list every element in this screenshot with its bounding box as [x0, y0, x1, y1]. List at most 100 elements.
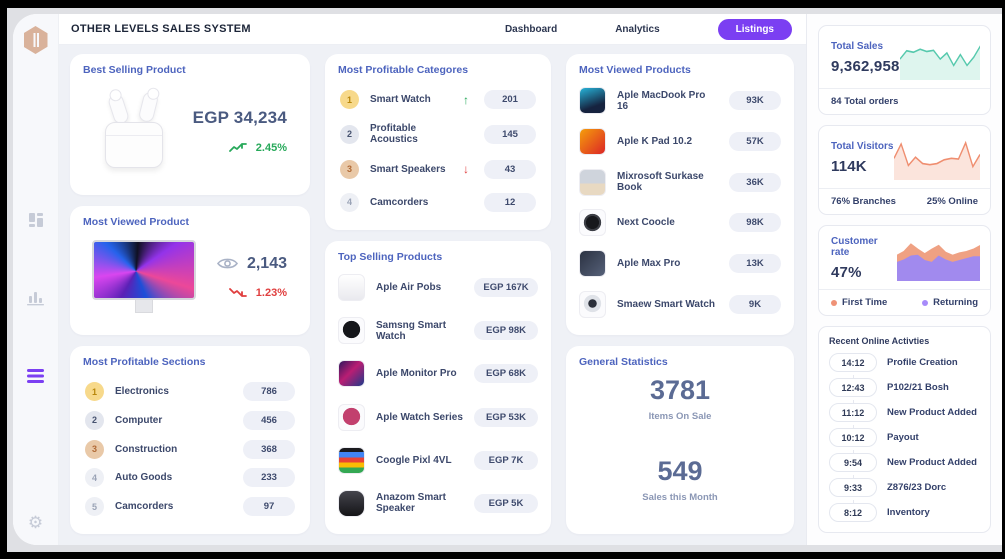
list-item[interactable]: 3 Smart Speakers ↓ 43 — [340, 156, 536, 183]
rank-badge: 5 — [85, 497, 104, 516]
card-title: Top Selling Products — [338, 251, 443, 263]
category-label: Camcorders — [370, 196, 429, 208]
activity-time: 12:43 — [829, 378, 877, 397]
nav-analytics[interactable]: Analytics — [615, 23, 660, 35]
trend-up-icon — [228, 143, 247, 152]
section-value: 368 — [243, 439, 295, 459]
product-thumbnail — [338, 317, 365, 345]
list-item[interactable]: 2 Computer 456 — [85, 407, 295, 434]
product-views: 93K — [729, 91, 781, 110]
dashboard-icon[interactable] — [27, 212, 45, 228]
total-sales-value: 9,362,958 — [831, 58, 900, 75]
list-item[interactable]: 12:43 P102/21 Bosh — [829, 375, 980, 407]
list-item[interactable]: 11:12 New Product Added — [829, 400, 980, 432]
list-item[interactable]: 5 Camcorders 97 — [85, 493, 295, 520]
stat-value: 549 — [657, 456, 703, 486]
most-viewed-products-list: Aple MacDook Pro 16 93K Aple K Pad 10.2 … — [579, 76, 781, 325]
card-title: Customer rate — [831, 236, 878, 258]
categories-list: 1 Smart Watch ↑ 201 2 Profitable Acousti… — [338, 76, 538, 220]
list-item[interactable]: Aple Max Pro 13K — [579, 247, 781, 280]
list-item[interactable]: Next Coocle 98K — [579, 206, 781, 239]
nav-dashboard[interactable]: Dashboard — [504, 23, 558, 35]
bar-chart-icon[interactable] — [27, 290, 45, 306]
sections-list: 1 Electronics 786 2 Computer 456 — [83, 368, 297, 524]
list-item[interactable]: 2 Profitable Acoustics 145 — [340, 119, 536, 149]
list-item[interactable]: 14:12 Profile Creation — [829, 350, 980, 382]
list-item[interactable]: 3 Construction 368 — [85, 436, 295, 463]
product-views: 36K — [729, 172, 781, 192]
airpods-image — [89, 88, 185, 174]
items-on-sale-stat: 3781 Items On Sale — [579, 375, 781, 422]
product-label: Aple K Pad 10.2 — [617, 135, 693, 147]
rank-badge: 2 — [340, 124, 359, 144]
recent-activities-card: Recent Online Activties 14:12 Profile Cr… — [818, 326, 991, 533]
right-panel: Total Sales 9,362,958 84 Total orders To… — [806, 14, 1002, 545]
activities-list: 14:12 Profile Creation 12:43 P102/21 Bos… — [829, 350, 980, 525]
product-label: Aple Air Pobs — [376, 282, 442, 293]
list-item[interactable]: Aple K Pad 10.2 57K — [579, 125, 781, 158]
category-label: Profitable Acoustics — [370, 123, 418, 146]
list-item[interactable]: Aple MacDook Pro 16 93K — [579, 84, 781, 117]
card-title: Best Selling Product — [83, 64, 186, 76]
product-label: Anazom Smart Speaker — [376, 492, 447, 515]
list-item[interactable]: Aple Air Pobs EGP 167K — [338, 271, 538, 304]
most-viewed-product-card: Most Viewed Product 2,143 — [70, 206, 310, 335]
section-label: Electronics — [115, 386, 169, 397]
list-item[interactable]: Coogle Pixl 4VL EGP 7K — [338, 444, 538, 477]
section-label: Auto Goods — [115, 472, 173, 484]
most-profitable-categories-card: Most Profitable Categores 1 Smart Watch … — [325, 54, 551, 230]
activity-label: P102/21 Bosh — [887, 382, 949, 393]
section-label: Construction — [115, 443, 178, 455]
nav-listings-button[interactable]: Listings — [717, 18, 792, 40]
activity-label: Payout — [887, 432, 919, 443]
most-profitable-sections-card: Most Profitable Sections 1 Electronics 7… — [70, 346, 310, 534]
activity-label: Profile Creation — [887, 357, 958, 368]
trend-arrow-icon: ↓ — [463, 162, 469, 177]
legend-label: First Time — [842, 297, 888, 308]
app-surface: ⚙ OTHER LEVELS SALES SYSTEM Dashboard An… — [13, 14, 1002, 545]
list-item[interactable]: 10:12 Payout — [829, 425, 980, 457]
product-price: EGP 167K — [474, 278, 538, 297]
activity-time: 9:33 — [829, 478, 877, 497]
product-views: 57K — [729, 131, 781, 151]
activity-label: Z876/23 Dorc — [887, 482, 947, 493]
activity-time: 14:12 — [829, 353, 877, 372]
list-item[interactable]: 4 Auto Goods 233 — [85, 464, 295, 491]
list-item[interactable]: 9:33 Z876/23 Dorc — [829, 475, 980, 507]
list-item[interactable]: 1 Smart Watch ↑ 201 — [340, 86, 536, 113]
card-title: Most Profitable Sections — [83, 356, 206, 368]
stat-value: 3781 — [649, 375, 711, 405]
app-window: ⚙ OTHER LEVELS SALES SYSTEM Dashboard An… — [7, 8, 1002, 552]
list-item[interactable]: Anazom Smart Speaker EGP 5K — [338, 487, 538, 520]
sidebar: ⚙ — [13, 14, 59, 545]
product-price: EGP 5K — [474, 493, 538, 513]
list-item[interactable]: Mixrosoft Surkase Book 36K — [579, 166, 781, 199]
trend-arrow-icon: ↑ — [463, 92, 469, 107]
best-selling-price: EGP 34,234 — [192, 107, 287, 127]
list-item[interactable]: 9:54 New Product Added — [829, 450, 980, 482]
page-title: OTHER LEVELS SALES SYSTEM — [71, 23, 251, 35]
list-item[interactable]: 4 Camcorders 12 — [340, 189, 536, 216]
gear-icon[interactable]: ⚙ — [27, 513, 44, 532]
list-item[interactable]: Samsng Smart Watch EGP 98K — [338, 314, 538, 347]
card-title: Most Profitable Categores — [338, 64, 469, 76]
product-label: Smaew Smart Watch — [617, 298, 715, 310]
list-item[interactable]: 8:12 Inventory — [829, 500, 980, 525]
product-thumbnail — [338, 403, 365, 431]
activity-time: 8:12 — [829, 503, 877, 522]
general-statistics-card: General Statistics 3781 Items On Sale 54… — [566, 346, 794, 534]
product-thumbnail — [579, 168, 606, 196]
menu-icon[interactable] — [27, 368, 45, 384]
list-item[interactable]: 1 Electronics 786 — [85, 378, 295, 405]
list-item[interactable]: Aple Monitor Pro EGP 68K — [338, 357, 538, 390]
product-thumbnail — [579, 290, 606, 318]
most-viewed-trend: 1.23% — [255, 286, 287, 299]
list-item[interactable]: Smaew Smart Watch 9K — [579, 288, 781, 321]
product-price: EGP 98K — [474, 321, 538, 341]
rank-badge: 1 — [85, 382, 104, 401]
stat-label: Sales this Month — [642, 492, 718, 503]
product-label: Aple MacDook Pro 16 — [617, 89, 706, 112]
category-value: 145 — [484, 124, 536, 144]
top-selling-products-card: Top Selling Products Aple Air Pobs EGP 1… — [325, 241, 551, 534]
list-item[interactable]: Aple Watch Series EGP 53K — [338, 401, 538, 434]
